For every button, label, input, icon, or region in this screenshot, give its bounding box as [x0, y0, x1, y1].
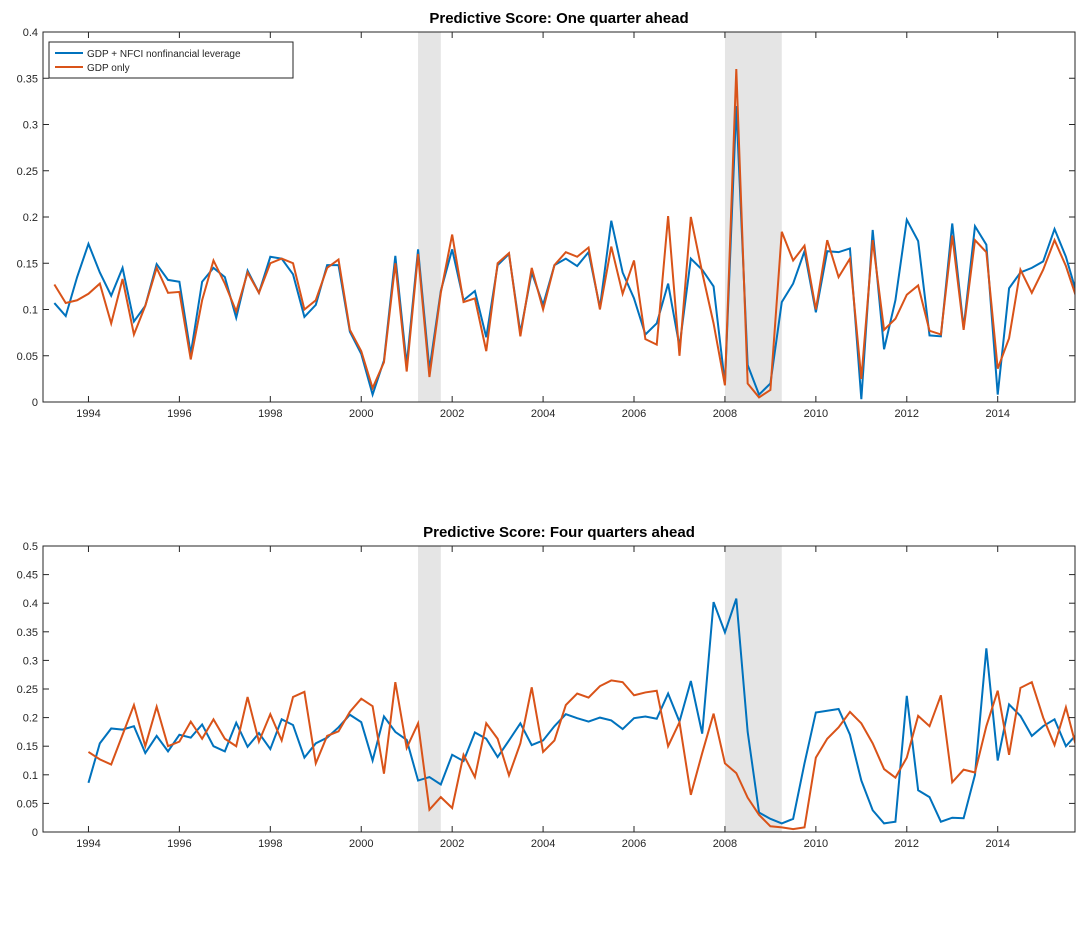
- plot-area: [43, 32, 1075, 402]
- x-tick-label: 1996: [167, 838, 191, 850]
- x-tick-label: 2008: [713, 838, 737, 850]
- x-tick-label: 1994: [76, 408, 100, 420]
- y-tick-label: 0.4: [23, 27, 38, 39]
- chart-title: Predictive Score: Four quarters ahead: [423, 524, 695, 541]
- recession-shade: [418, 32, 441, 402]
- series-line: [87, 598, 1075, 825]
- x-tick-label: 2004: [531, 838, 555, 850]
- axes-box: [42, 545, 1076, 833]
- x-tick-label: 2014: [985, 838, 1009, 850]
- recession-shade: [724, 546, 782, 832]
- y-tick-label: 0.45: [17, 570, 38, 582]
- y-tick-label: 0.1: [23, 305, 38, 317]
- x-tick-label: 2006: [622, 408, 646, 420]
- x-tick-label: 2000: [349, 408, 373, 420]
- y-tick-label: 0.35: [17, 627, 38, 639]
- y-tick-label: 0.2: [23, 212, 38, 224]
- legend-label: GDP only: [87, 63, 130, 74]
- series-line: [53, 68, 1075, 399]
- x-tick-label: 2000: [349, 838, 373, 850]
- y-tick-label: 0.15: [17, 741, 38, 753]
- legend-box: [48, 41, 294, 79]
- y-tick-label: 0.25: [17, 684, 38, 696]
- series-line: [53, 105, 1075, 400]
- x-tick-label: 1998: [258, 408, 282, 420]
- x-tick-label: 2002: [440, 408, 464, 420]
- x-tick-label: 1994: [76, 838, 100, 850]
- x-tick-label: 2014: [985, 408, 1009, 420]
- x-tick-label: 2002: [440, 838, 464, 850]
- y-tick-label: 0.05: [17, 798, 38, 810]
- legend-label: GDP + NFCI nonfinancial leverage: [87, 49, 241, 60]
- y-tick-label: 0.1: [23, 770, 38, 782]
- y-tick-label: 0: [32, 827, 38, 839]
- recession-shade: [724, 32, 782, 402]
- x-tick-label: 2004: [531, 408, 555, 420]
- y-tick-label: 0.2: [23, 713, 38, 725]
- y-tick-label: 0.3: [23, 120, 38, 132]
- y-tick-label: 0.15: [17, 258, 38, 270]
- x-tick-label: 2012: [895, 408, 919, 420]
- plot-area: [43, 546, 1075, 832]
- y-tick-label: 0.25: [17, 166, 38, 178]
- x-tick-label: 2012: [895, 838, 919, 850]
- chart-title: Predictive Score: One quarter ahead: [429, 10, 688, 27]
- y-tick-label: 0: [32, 397, 38, 409]
- y-tick-label: 0.35: [17, 73, 38, 85]
- series-line: [87, 679, 1075, 831]
- y-tick-label: 0.5: [23, 541, 38, 553]
- y-tick-label: 0.3: [23, 655, 38, 667]
- x-tick-label: 1998: [258, 838, 282, 850]
- recession-shade: [418, 546, 441, 832]
- y-tick-label: 0.4: [23, 598, 38, 610]
- axes-box: [42, 31, 1076, 403]
- x-tick-label: 2010: [804, 408, 828, 420]
- x-tick-label: 1996: [167, 408, 191, 420]
- x-tick-label: 2010: [804, 838, 828, 850]
- x-tick-label: 2008: [713, 408, 737, 420]
- y-tick-label: 0.05: [17, 351, 38, 363]
- x-tick-label: 2006: [622, 838, 646, 850]
